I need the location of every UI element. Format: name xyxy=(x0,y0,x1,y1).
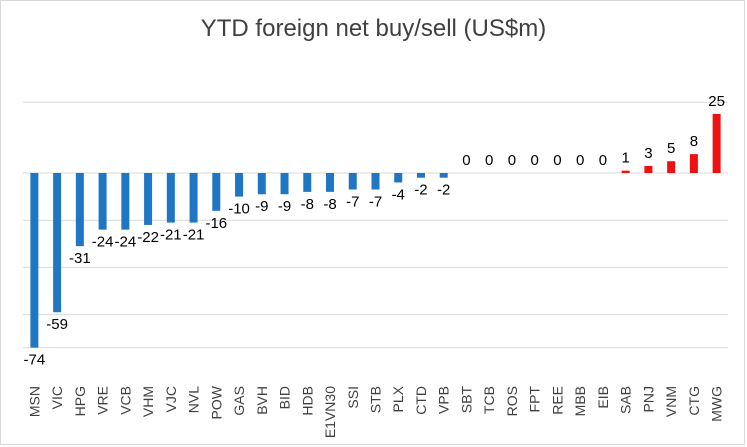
bar-e1vn30 xyxy=(326,173,335,192)
data-label-vcb: -24 xyxy=(114,234,136,251)
data-label-fpt: 0 xyxy=(531,152,539,169)
data-label-gas: -10 xyxy=(228,201,250,218)
data-label-vic: -59 xyxy=(46,316,68,333)
data-label-msn: -74 xyxy=(24,352,46,369)
category-label-bid: BID xyxy=(277,386,293,409)
category-label-vic: VIC xyxy=(49,386,65,409)
data-label-tcb: 0 xyxy=(485,152,493,169)
data-label-vjc: -21 xyxy=(160,227,182,244)
category-label-plx: PLX xyxy=(390,385,406,412)
bar-vnm xyxy=(667,161,676,173)
data-label-pow: -16 xyxy=(205,215,227,232)
data-label-plx: -4 xyxy=(392,186,405,203)
bar-pow xyxy=(212,173,221,211)
bar-vpb xyxy=(439,173,448,178)
bar-msn xyxy=(30,173,39,348)
category-label-pow: POW xyxy=(208,385,224,419)
data-label-vhm: -22 xyxy=(137,229,159,246)
data-label-stb: -7 xyxy=(369,194,382,211)
category-label-mbb: MBB xyxy=(572,386,588,416)
category-label-bvh: BVH xyxy=(254,386,270,415)
category-label-sbt: SBT xyxy=(458,386,474,414)
category-label-hpg: HPG xyxy=(72,386,88,416)
data-label-pnj: 3 xyxy=(644,145,652,162)
chart-title: YTD foreign net buy/sell (US$m) xyxy=(200,15,547,42)
bar-hdb xyxy=(303,173,312,192)
data-label-sab: 1 xyxy=(621,150,629,167)
data-label-mbb: 0 xyxy=(576,152,584,169)
category-label-ctg: CTG xyxy=(686,386,702,416)
bar-pnj xyxy=(644,165,653,173)
bar-gas xyxy=(235,173,244,197)
category-label-vpb: VPB xyxy=(436,386,452,414)
category-label-e1vn30: E1VN30 xyxy=(322,386,338,438)
category-label-hdb: HDB xyxy=(299,386,315,416)
bar-vcb xyxy=(121,173,130,230)
data-label-mwg: 25 xyxy=(708,93,725,110)
data-label-hpg: -31 xyxy=(69,250,91,267)
category-label-tcb: TCB xyxy=(481,386,497,414)
bar-vjc xyxy=(166,173,175,223)
data-label-vpb: -2 xyxy=(437,182,450,199)
category-label-mwg: MWG xyxy=(709,386,725,422)
category-label-nvl: NVL xyxy=(186,386,202,413)
bar-vre xyxy=(98,173,107,230)
category-label-gas: GAS xyxy=(231,386,247,416)
category-label-vcb: VCB xyxy=(117,386,133,415)
data-label-ssi: -7 xyxy=(346,194,359,211)
data-label-sbt: 0 xyxy=(462,152,470,169)
category-label-vhm: VHM xyxy=(140,386,156,417)
category-label-ctd: CTD xyxy=(413,386,429,415)
data-label-e1vn30: -8 xyxy=(323,196,336,213)
bar-bvh xyxy=(257,173,266,195)
bar-vic xyxy=(53,173,62,313)
data-label-ros: 0 xyxy=(508,152,516,169)
data-label-vre: -24 xyxy=(92,234,114,251)
data-label-ree: 0 xyxy=(553,152,561,169)
category-label-ros: ROS xyxy=(504,386,520,416)
data-label-nvl: -21 xyxy=(183,227,205,244)
bar-ssi xyxy=(348,173,357,190)
data-label-eib: 0 xyxy=(599,152,607,169)
bar-sab xyxy=(621,170,630,173)
category-label-sab: SAB xyxy=(618,386,634,414)
bar-nvl xyxy=(189,173,198,223)
data-label-bid: -9 xyxy=(278,198,291,215)
category-label-ssi: SSI xyxy=(345,386,361,409)
category-label-pnj: PNJ xyxy=(640,386,656,412)
category-label-stb: STB xyxy=(368,386,384,413)
category-label-eib: EIB xyxy=(595,386,611,409)
data-label-vnm: 5 xyxy=(667,140,675,157)
bar-ctd xyxy=(416,173,425,178)
data-label-ctd: -2 xyxy=(414,182,427,199)
bar-plx xyxy=(394,173,403,183)
bar-vhm xyxy=(144,173,153,225)
data-label-hdb: -8 xyxy=(301,196,314,213)
bar-stb xyxy=(371,173,380,190)
category-label-vre: VRE xyxy=(95,386,111,415)
category-label-msn: MSN xyxy=(26,386,42,417)
data-label-bvh: -9 xyxy=(255,198,268,215)
category-label-ree: REE xyxy=(549,386,565,415)
bar-hpg xyxy=(75,173,84,247)
data-label-ctg: 8 xyxy=(690,133,698,150)
bar-ctg xyxy=(689,154,698,173)
category-label-vjc: VJC xyxy=(163,386,179,412)
bar-bid xyxy=(280,173,289,195)
category-label-fpt: FPT xyxy=(527,386,543,413)
category-label-vnm: VNM xyxy=(663,386,679,417)
bar-mwg xyxy=(712,114,721,173)
